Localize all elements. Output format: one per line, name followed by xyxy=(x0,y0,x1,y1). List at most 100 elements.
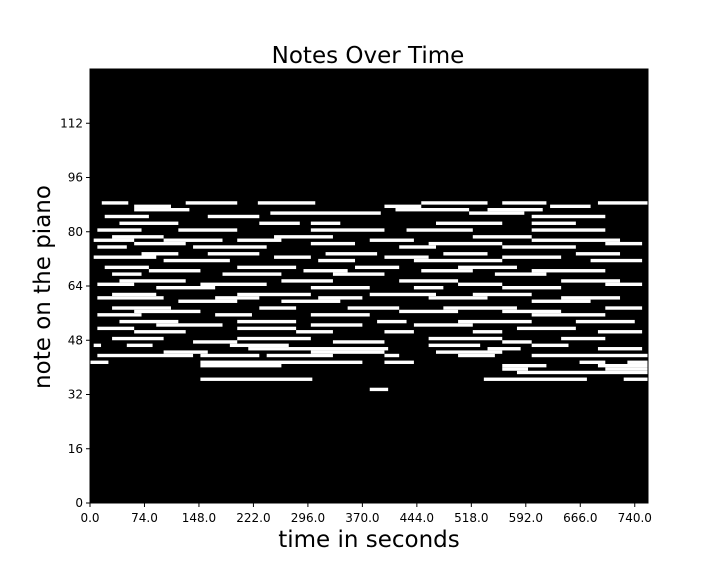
note-bar xyxy=(590,258,643,263)
note-bar xyxy=(531,313,606,317)
note-bar xyxy=(237,336,311,341)
note-bar xyxy=(207,252,260,256)
note-bar xyxy=(575,252,621,256)
note-bar xyxy=(112,272,142,276)
note-bar xyxy=(516,370,648,375)
note-bar xyxy=(104,214,149,219)
y-axis: 0 16 32 48 64 80 96 112 xyxy=(60,116,90,510)
note-bar xyxy=(97,353,194,358)
note-bar xyxy=(531,238,621,242)
note-bar xyxy=(428,241,503,246)
note-bar xyxy=(531,214,606,219)
x-tick-label: 296.0 xyxy=(291,511,325,525)
note-bar xyxy=(384,204,422,209)
note-bar xyxy=(369,292,436,297)
x-tick-label: 74.0 xyxy=(131,511,158,525)
note-bar xyxy=(428,336,503,341)
note-bar xyxy=(310,313,370,317)
note-bar xyxy=(494,272,547,276)
note-bar xyxy=(605,306,643,310)
note-bar xyxy=(579,360,606,364)
note-bar xyxy=(597,363,648,368)
y-axis-label: note on the piano xyxy=(30,185,56,389)
note-bar xyxy=(458,353,495,358)
x-tick-label: 592.0 xyxy=(509,511,543,525)
note-bar xyxy=(561,296,621,300)
note-bar xyxy=(222,272,282,276)
y-tick-label: 48 xyxy=(68,333,83,347)
note-bar xyxy=(597,330,643,334)
note-bar xyxy=(119,319,179,324)
note-bar xyxy=(413,286,444,290)
note-bar xyxy=(406,228,473,232)
note-bar xyxy=(237,265,297,270)
note-bar xyxy=(413,258,503,263)
note-bar xyxy=(458,282,503,286)
note-bar xyxy=(112,336,164,341)
note-bar xyxy=(435,350,503,354)
note-bar xyxy=(502,367,529,371)
note-bar xyxy=(310,241,356,246)
note-bar xyxy=(266,353,333,358)
note-bar xyxy=(119,279,186,283)
note-bar xyxy=(469,211,525,215)
note-bar xyxy=(178,299,238,303)
note-bar xyxy=(229,343,289,348)
note-bar xyxy=(97,313,142,317)
note-bar xyxy=(119,221,179,225)
note-bar xyxy=(435,221,503,225)
note-bar xyxy=(193,245,267,249)
note-bar xyxy=(185,201,238,205)
note-bar xyxy=(270,211,381,215)
note-bar xyxy=(112,306,171,310)
note-bar xyxy=(597,347,643,351)
note-bar xyxy=(332,340,385,344)
note-bar xyxy=(605,282,643,286)
note-bar xyxy=(384,255,429,259)
note-bar xyxy=(281,299,341,303)
note-bar xyxy=(487,347,521,351)
y-tick-label: 32 xyxy=(68,388,83,402)
x-tick-label: 666.0 xyxy=(563,511,597,525)
note-bar xyxy=(421,269,473,273)
note-bar xyxy=(627,360,648,364)
note-bar xyxy=(310,221,341,225)
note-bar xyxy=(156,323,223,327)
note-bar xyxy=(531,353,648,358)
note-bar xyxy=(395,208,470,212)
note-bar xyxy=(93,238,135,242)
note-bar xyxy=(101,201,129,205)
note-bar xyxy=(531,343,569,348)
note-bar xyxy=(200,363,282,368)
note-bar xyxy=(134,204,171,209)
note-bar xyxy=(377,319,407,324)
note-bar xyxy=(310,323,363,327)
note-bar xyxy=(428,343,481,348)
note-bar xyxy=(443,306,517,310)
note-bar xyxy=(193,340,238,344)
note-bar xyxy=(487,208,543,212)
note-bar xyxy=(531,221,576,225)
note-bar xyxy=(215,313,252,317)
note-bar xyxy=(531,299,591,303)
note-bar xyxy=(148,269,201,273)
note-bar xyxy=(259,221,300,225)
note-bar xyxy=(483,377,587,381)
x-tick-label: 222.0 xyxy=(236,511,270,525)
x-tick-label: 518.0 xyxy=(454,511,488,525)
y-tick-label: 112 xyxy=(60,116,83,130)
note-bar xyxy=(237,292,311,297)
note-bar xyxy=(303,269,348,273)
note-bar xyxy=(97,296,164,300)
x-tick-label: 370.0 xyxy=(345,511,379,525)
note-bar xyxy=(325,252,378,256)
note-bar xyxy=(384,353,400,358)
note-bar xyxy=(200,282,267,286)
x-tick-label: 740.0 xyxy=(618,511,652,525)
note-bar xyxy=(347,306,400,310)
note-bar xyxy=(384,330,414,334)
note-bar xyxy=(257,201,316,205)
note-bar xyxy=(399,309,459,314)
note-bar xyxy=(112,235,164,239)
